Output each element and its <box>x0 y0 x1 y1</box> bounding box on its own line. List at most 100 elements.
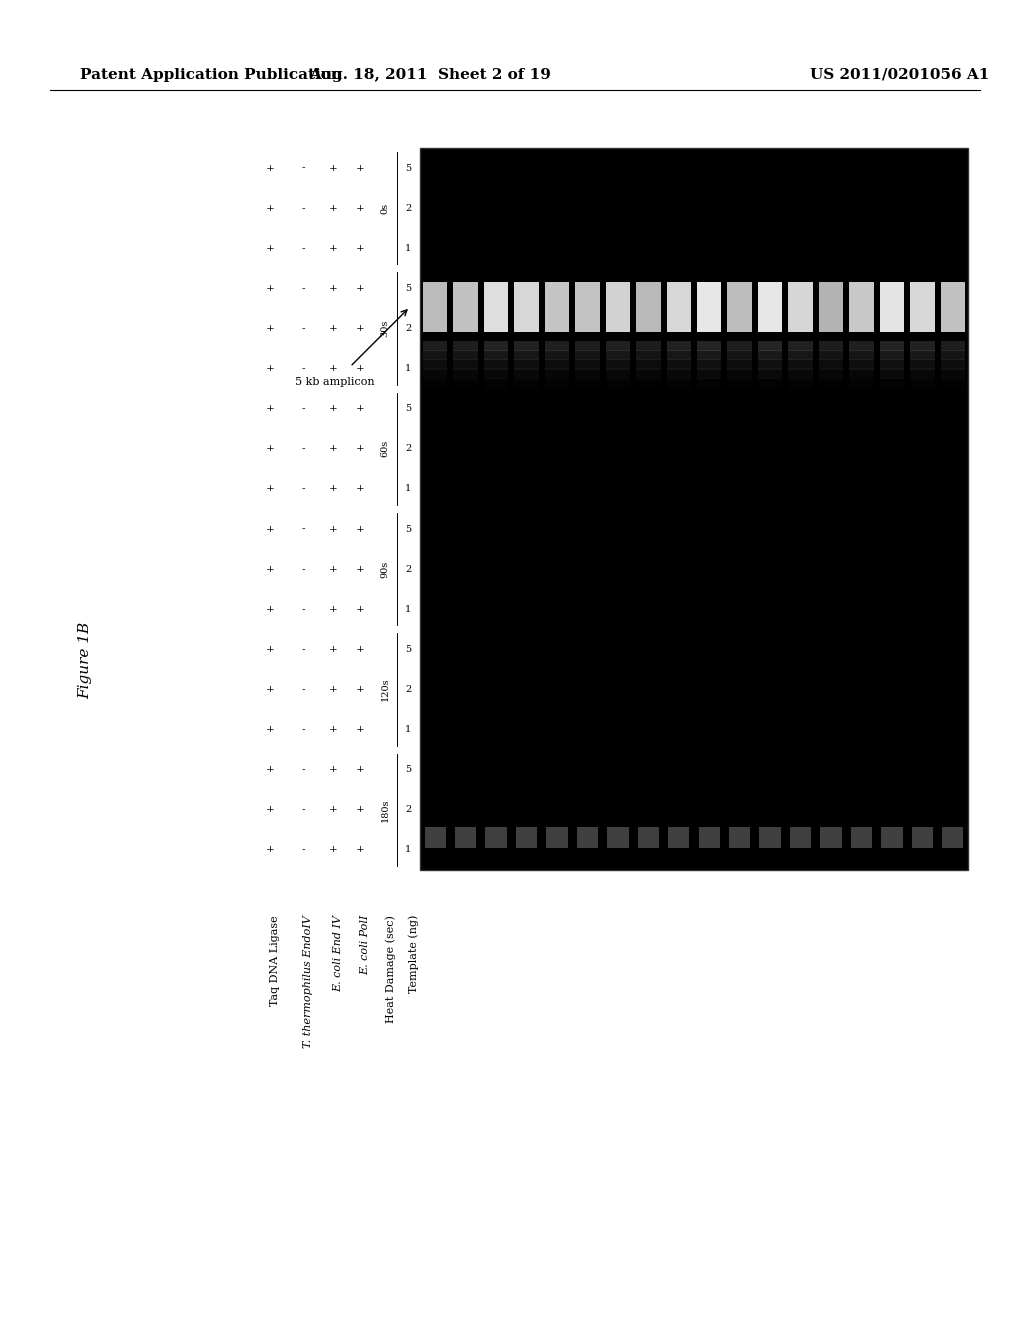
Bar <box>727 359 752 370</box>
Bar <box>941 281 965 333</box>
Text: -: - <box>301 845 305 854</box>
Text: +: + <box>329 364 337 374</box>
Bar <box>941 368 965 379</box>
Bar <box>668 826 689 849</box>
Text: -: - <box>301 605 305 614</box>
Text: 5: 5 <box>404 284 411 293</box>
Bar <box>819 368 843 379</box>
Bar <box>454 350 478 360</box>
Text: E. coli End IV: E. coli End IV <box>333 915 343 991</box>
Text: -: - <box>301 805 305 814</box>
Text: 2: 2 <box>404 685 411 694</box>
Bar <box>606 378 630 388</box>
Text: +: + <box>355 685 365 694</box>
Text: +: + <box>329 484 337 494</box>
Text: +: + <box>265 364 274 374</box>
Text: +: + <box>355 725 365 734</box>
Bar <box>667 359 691 370</box>
Text: +: + <box>355 845 365 854</box>
Text: -: - <box>301 323 305 333</box>
Text: 90s: 90s <box>381 561 389 578</box>
Bar <box>788 359 813 370</box>
Text: 5: 5 <box>404 645 411 653</box>
Bar <box>727 281 752 333</box>
Text: +: + <box>265 244 274 252</box>
Text: E. coli PolI: E. coli PolI <box>360 915 370 975</box>
Bar <box>606 341 630 351</box>
Text: +: + <box>355 484 365 494</box>
Bar <box>636 378 660 388</box>
Bar <box>880 378 904 388</box>
Bar <box>758 341 782 351</box>
Bar <box>514 281 539 333</box>
Bar <box>911 826 933 849</box>
Bar <box>851 826 872 849</box>
Text: 60s: 60s <box>381 440 389 458</box>
Text: +: + <box>329 404 337 413</box>
Text: +: + <box>265 845 274 854</box>
Bar <box>575 378 600 388</box>
Text: +: + <box>265 766 274 775</box>
Text: +: + <box>355 203 365 213</box>
Text: 5: 5 <box>404 766 411 775</box>
Bar <box>882 826 902 849</box>
Bar <box>727 368 752 379</box>
Bar <box>697 359 721 370</box>
Bar <box>455 826 476 849</box>
Bar <box>423 350 447 360</box>
Bar <box>758 368 782 379</box>
Text: +: + <box>355 445 365 453</box>
Text: +: + <box>265 685 274 694</box>
Bar <box>606 281 630 333</box>
Bar <box>727 350 752 360</box>
Bar <box>880 368 904 379</box>
Bar <box>423 281 447 333</box>
Text: +: + <box>265 524 274 533</box>
Text: +: + <box>265 645 274 653</box>
Text: +: + <box>329 565 337 574</box>
Bar <box>454 341 478 351</box>
Text: +: + <box>329 645 337 653</box>
Bar <box>788 368 813 379</box>
Text: 5: 5 <box>404 164 411 173</box>
Text: -: - <box>301 364 305 374</box>
Bar <box>420 148 968 870</box>
Text: +: + <box>355 323 365 333</box>
Text: US 2011/0201056 A1: US 2011/0201056 A1 <box>810 69 989 82</box>
Text: +: + <box>265 605 274 614</box>
Bar <box>758 378 782 388</box>
Bar <box>760 826 780 849</box>
Text: +: + <box>329 164 337 173</box>
Bar <box>788 378 813 388</box>
Text: +: + <box>329 203 337 213</box>
Text: 120s: 120s <box>381 677 389 701</box>
Bar <box>484 341 508 351</box>
Text: 5 kb amplicon: 5 kb amplicon <box>295 376 375 387</box>
Bar <box>575 281 600 333</box>
Text: 1: 1 <box>404 244 411 252</box>
Text: 5: 5 <box>404 524 411 533</box>
Bar <box>545 341 569 351</box>
Bar <box>484 368 508 379</box>
Text: 1: 1 <box>404 845 411 854</box>
Bar <box>606 359 630 370</box>
Bar <box>667 341 691 351</box>
Bar <box>423 368 447 379</box>
Text: 2: 2 <box>404 445 411 453</box>
Bar <box>636 359 660 370</box>
Bar <box>849 350 873 360</box>
Bar <box>880 281 904 333</box>
Text: -: - <box>301 524 305 533</box>
Bar <box>758 350 782 360</box>
Text: 2: 2 <box>404 565 411 574</box>
Bar <box>454 368 478 379</box>
Bar <box>454 378 478 388</box>
Bar <box>819 378 843 388</box>
Text: Heat Damage (sec): Heat Damage (sec) <box>385 915 395 1023</box>
Bar <box>941 350 965 360</box>
Bar <box>545 378 569 388</box>
Text: +: + <box>329 524 337 533</box>
Text: +: + <box>265 805 274 814</box>
Bar <box>545 359 569 370</box>
Bar <box>667 350 691 360</box>
